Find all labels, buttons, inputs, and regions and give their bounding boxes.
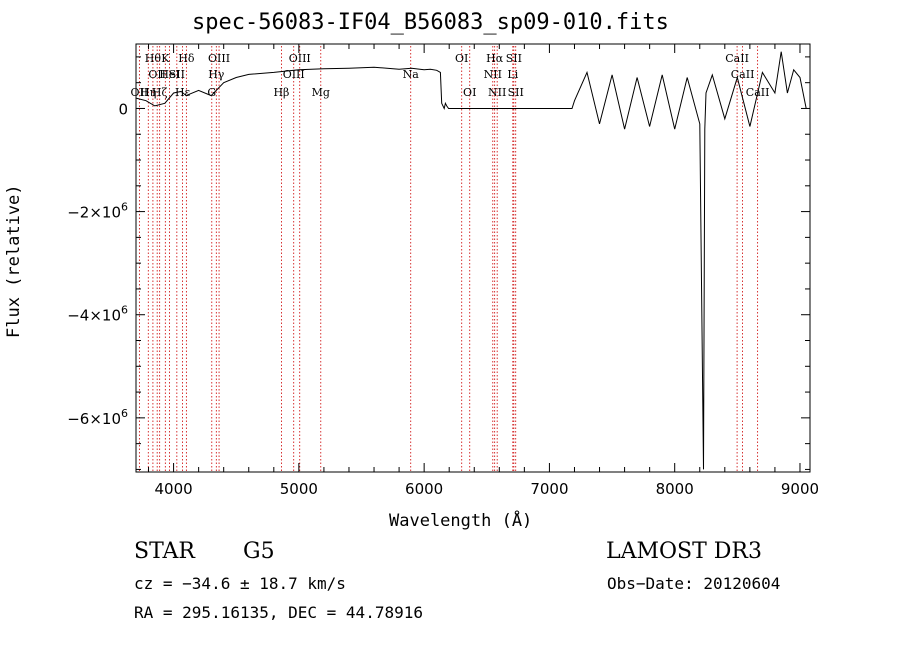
line-label-13: Hβ [273,86,289,99]
y-tick-label-2: −4×106 [67,304,128,325]
object-class: STAR [134,539,195,564]
line-label-18: OI [455,52,468,65]
y-tick-label-3: −6×106 [67,407,128,428]
spectrum-line [135,51,807,470]
line-label-22: NII [488,86,506,99]
x-tick-label-0: 4000 [154,480,192,498]
line-label-25: SII [508,86,524,99]
x-tick-label-1: 5000 [280,480,318,498]
spectrum-series [135,51,807,470]
line-label-4: Hζ [152,86,168,99]
line-label-24: SII [506,52,522,65]
line-label-15: OIII [289,52,311,65]
line-label-9: Hδ [178,52,195,65]
x-axis-ticks: 4000 5000 6000 7000 8000 9000 [148,44,819,498]
y-axis-ticks: 0 −2×106 −4×106 −6×106 [67,56,810,470]
line-label-11: Hγ [208,68,225,81]
line-label-20: NII [484,68,502,81]
line-label-26: CaII [725,52,749,65]
y-axis-label: Flux (relative) [4,184,24,338]
line-label-16: Mg [312,86,330,99]
line-label-0: OII [131,86,149,99]
obs-date: Obs−Date: 20120604 [607,574,781,593]
line-label-3: OII [148,68,166,81]
chart-title: spec-56083-IF04_B56083_sp09-010.fits [192,10,669,35]
x-tick-label-4: 8000 [656,480,694,498]
line-label-6: HeI [159,68,179,81]
line-label-23: Li [507,68,518,81]
line-label-27: CaII [731,68,755,81]
line-label-19: OI [463,86,476,99]
line-label-12: OIII [208,52,230,65]
line-label-10: G [207,86,216,99]
object-subclass: G5 [243,539,275,564]
y-tick-label-0: 0 [118,100,128,118]
x-tick-label-2: 6000 [405,480,443,498]
x-tick-label-5: 9000 [781,480,819,498]
x-axis-label: Wavelength (Å) [389,511,533,531]
plot-frame [135,43,811,473]
survey-name: LAMOST DR3 [606,539,762,564]
emission-line-labels: OIIHηHθOIIHζKHeISIIHεHδGHγOIIIHβOIIIOIII… [131,52,770,99]
line-label-21: Hα [486,52,504,65]
emission-line-markers [138,46,759,472]
line-label-5: K [161,52,170,65]
line-label-1: Hη [140,86,156,99]
line-label-2: Hθ [145,52,162,65]
y-tick-label-1: −2×106 [67,201,128,222]
line-label-7: SII [169,68,185,81]
redshift-text: cz = −34.6 ± 18.7 km/s [134,574,346,593]
x-tick-label-3: 7000 [530,480,568,498]
line-label-17: Na [403,68,420,81]
coordinates: RA = 295.16135, DEC = 44.78916 [134,603,423,622]
